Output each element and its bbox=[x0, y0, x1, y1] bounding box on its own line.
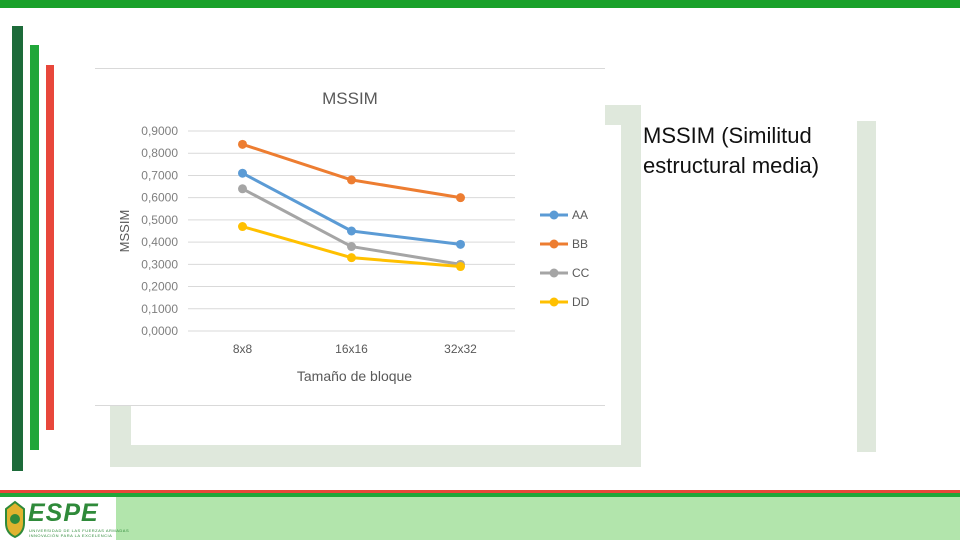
left-bar-green bbox=[30, 45, 39, 450]
y-tick-label: 0,9000 bbox=[141, 124, 178, 138]
data-point-aa bbox=[347, 226, 356, 236]
legend-marker-cc bbox=[549, 268, 559, 278]
chart-bottom-border bbox=[95, 405, 605, 406]
legend-label-cc: CC bbox=[572, 266, 590, 280]
data-point-bb bbox=[347, 175, 356, 185]
x-axis-title: Tamaño de bloque bbox=[297, 368, 412, 384]
data-point-cc bbox=[347, 242, 356, 252]
data-point-dd bbox=[347, 253, 356, 263]
legend-marker-dd bbox=[549, 297, 559, 307]
y-tick-label: 0,5000 bbox=[141, 213, 178, 227]
logo-subtitle-line-1: UNIVERSIDAD DE LAS FUERZAS ARMADAS bbox=[29, 528, 130, 533]
legend-label-dd: DD bbox=[572, 295, 590, 309]
y-tick-label: 0,6000 bbox=[141, 191, 178, 205]
data-point-dd bbox=[456, 262, 465, 272]
y-tick-label: 0,1000 bbox=[141, 302, 178, 316]
logo-area bbox=[0, 497, 116, 540]
data-point-aa bbox=[238, 168, 247, 178]
mssim-line-chart: 0,0000 0,1000 0,2000 0,3000 0,4000 0,5000 0,60… bbox=[117, 89, 590, 384]
y-tick-label: 0,0000 bbox=[141, 324, 178, 338]
y-tick-label: 0,3000 bbox=[141, 257, 178, 271]
x-tick-label: 32x32 bbox=[444, 342, 477, 356]
legend-label-bb: BB bbox=[572, 237, 588, 251]
chart-container: 0,0000 0,1000 0,2000 0,3000 0,4000 0,5000 0,60… bbox=[95, 68, 605, 406]
x-tick-label: 16x16 bbox=[335, 342, 368, 356]
y-axis-title: MSSIM bbox=[117, 210, 132, 253]
y-tick-label: 0,4000 bbox=[141, 235, 178, 249]
x-tick-label: 8x8 bbox=[233, 342, 253, 356]
legend-marker-bb bbox=[549, 239, 559, 249]
chart-title: MSSIM bbox=[322, 89, 378, 108]
y-tick-label: 0,2000 bbox=[141, 280, 178, 294]
left-bar-dark-green bbox=[12, 26, 23, 471]
chart-description: MSSIM (Similitud estructural media) bbox=[643, 123, 820, 178]
data-point-dd bbox=[238, 222, 247, 232]
data-point-bb bbox=[456, 193, 465, 203]
footer-red-line bbox=[0, 490, 960, 493]
y-tick-label: 0,8000 bbox=[141, 146, 178, 160]
logo-wordmark: ESPE bbox=[28, 499, 99, 527]
footer-bar bbox=[0, 497, 960, 540]
data-point-aa bbox=[456, 239, 465, 249]
left-bar-red bbox=[46, 65, 54, 430]
legend-marker-aa bbox=[549, 210, 559, 220]
top-accent-bar bbox=[0, 0, 960, 8]
logo-subtitle: UNIVERSIDAD DE LAS FUERZAS ARMADAS INNOV… bbox=[29, 528, 129, 538]
y-tick-label: 0,7000 bbox=[141, 168, 178, 182]
data-point-bb bbox=[238, 139, 247, 149]
footer-green-line bbox=[0, 493, 960, 497]
chart-top-border bbox=[95, 68, 605, 69]
logo-subtitle-line-2: INNOVACIÓN PARA LA EXCELENCIA bbox=[29, 533, 113, 538]
legend-label-aa: AA bbox=[572, 208, 588, 222]
crest-icon bbox=[5, 500, 25, 539]
text-frame-bar bbox=[857, 121, 876, 452]
data-point-cc bbox=[238, 184, 247, 194]
